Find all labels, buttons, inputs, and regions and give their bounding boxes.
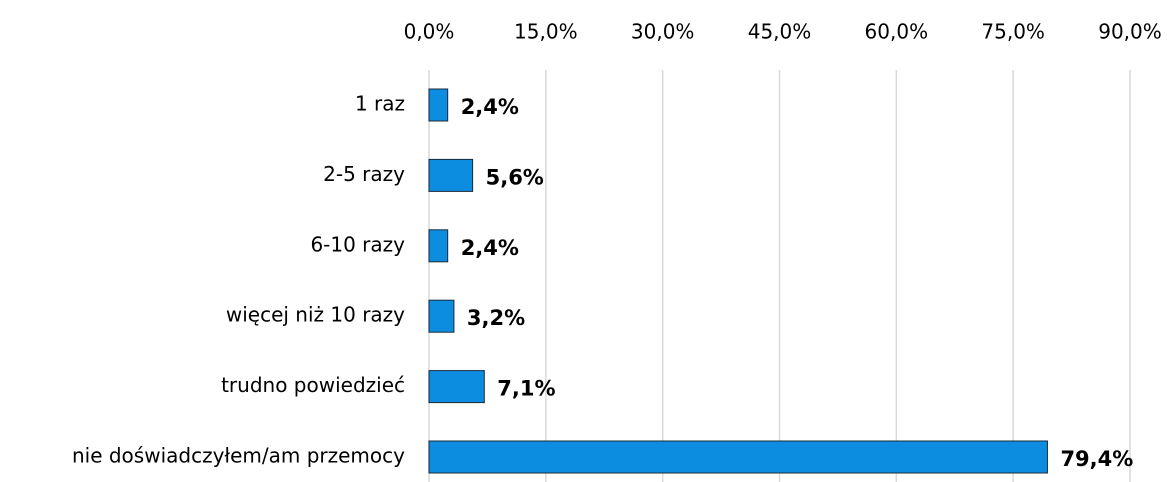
value-label: 5,6% bbox=[486, 165, 544, 189]
y-tick-label: 6-10 razy bbox=[310, 232, 405, 256]
bar bbox=[428, 370, 485, 404]
value-label: 79,4% bbox=[1060, 447, 1133, 471]
y-tick-label: 1 raz bbox=[355, 92, 405, 116]
x-tick-label: 45,0% bbox=[748, 20, 812, 44]
value-label: 3,2% bbox=[467, 306, 525, 330]
x-tick-label: 0,0% bbox=[404, 20, 455, 44]
bar bbox=[428, 299, 455, 333]
x-tick-label: 60,0% bbox=[865, 20, 929, 44]
bar bbox=[428, 440, 1048, 474]
y-tick-label: 2-5 razy bbox=[323, 162, 405, 186]
value-label: 2,4% bbox=[461, 95, 519, 119]
value-label: 7,1% bbox=[497, 377, 555, 401]
x-tick-label: 15,0% bbox=[514, 20, 578, 44]
bar bbox=[428, 158, 474, 192]
y-tick-label: trudno powiedzieć bbox=[221, 373, 405, 397]
y-tick-label: nie doświadczyłem/am przemocy bbox=[72, 444, 405, 468]
value-label: 2,4% bbox=[461, 236, 519, 260]
bar bbox=[428, 88, 449, 122]
x-tick-label: 90,0% bbox=[1098, 20, 1162, 44]
x-tick-label: 30,0% bbox=[631, 20, 695, 44]
y-tick-label: więcej niż 10 razy bbox=[226, 303, 405, 327]
x-tick-label: 75,0% bbox=[981, 20, 1045, 44]
bar bbox=[428, 229, 449, 263]
